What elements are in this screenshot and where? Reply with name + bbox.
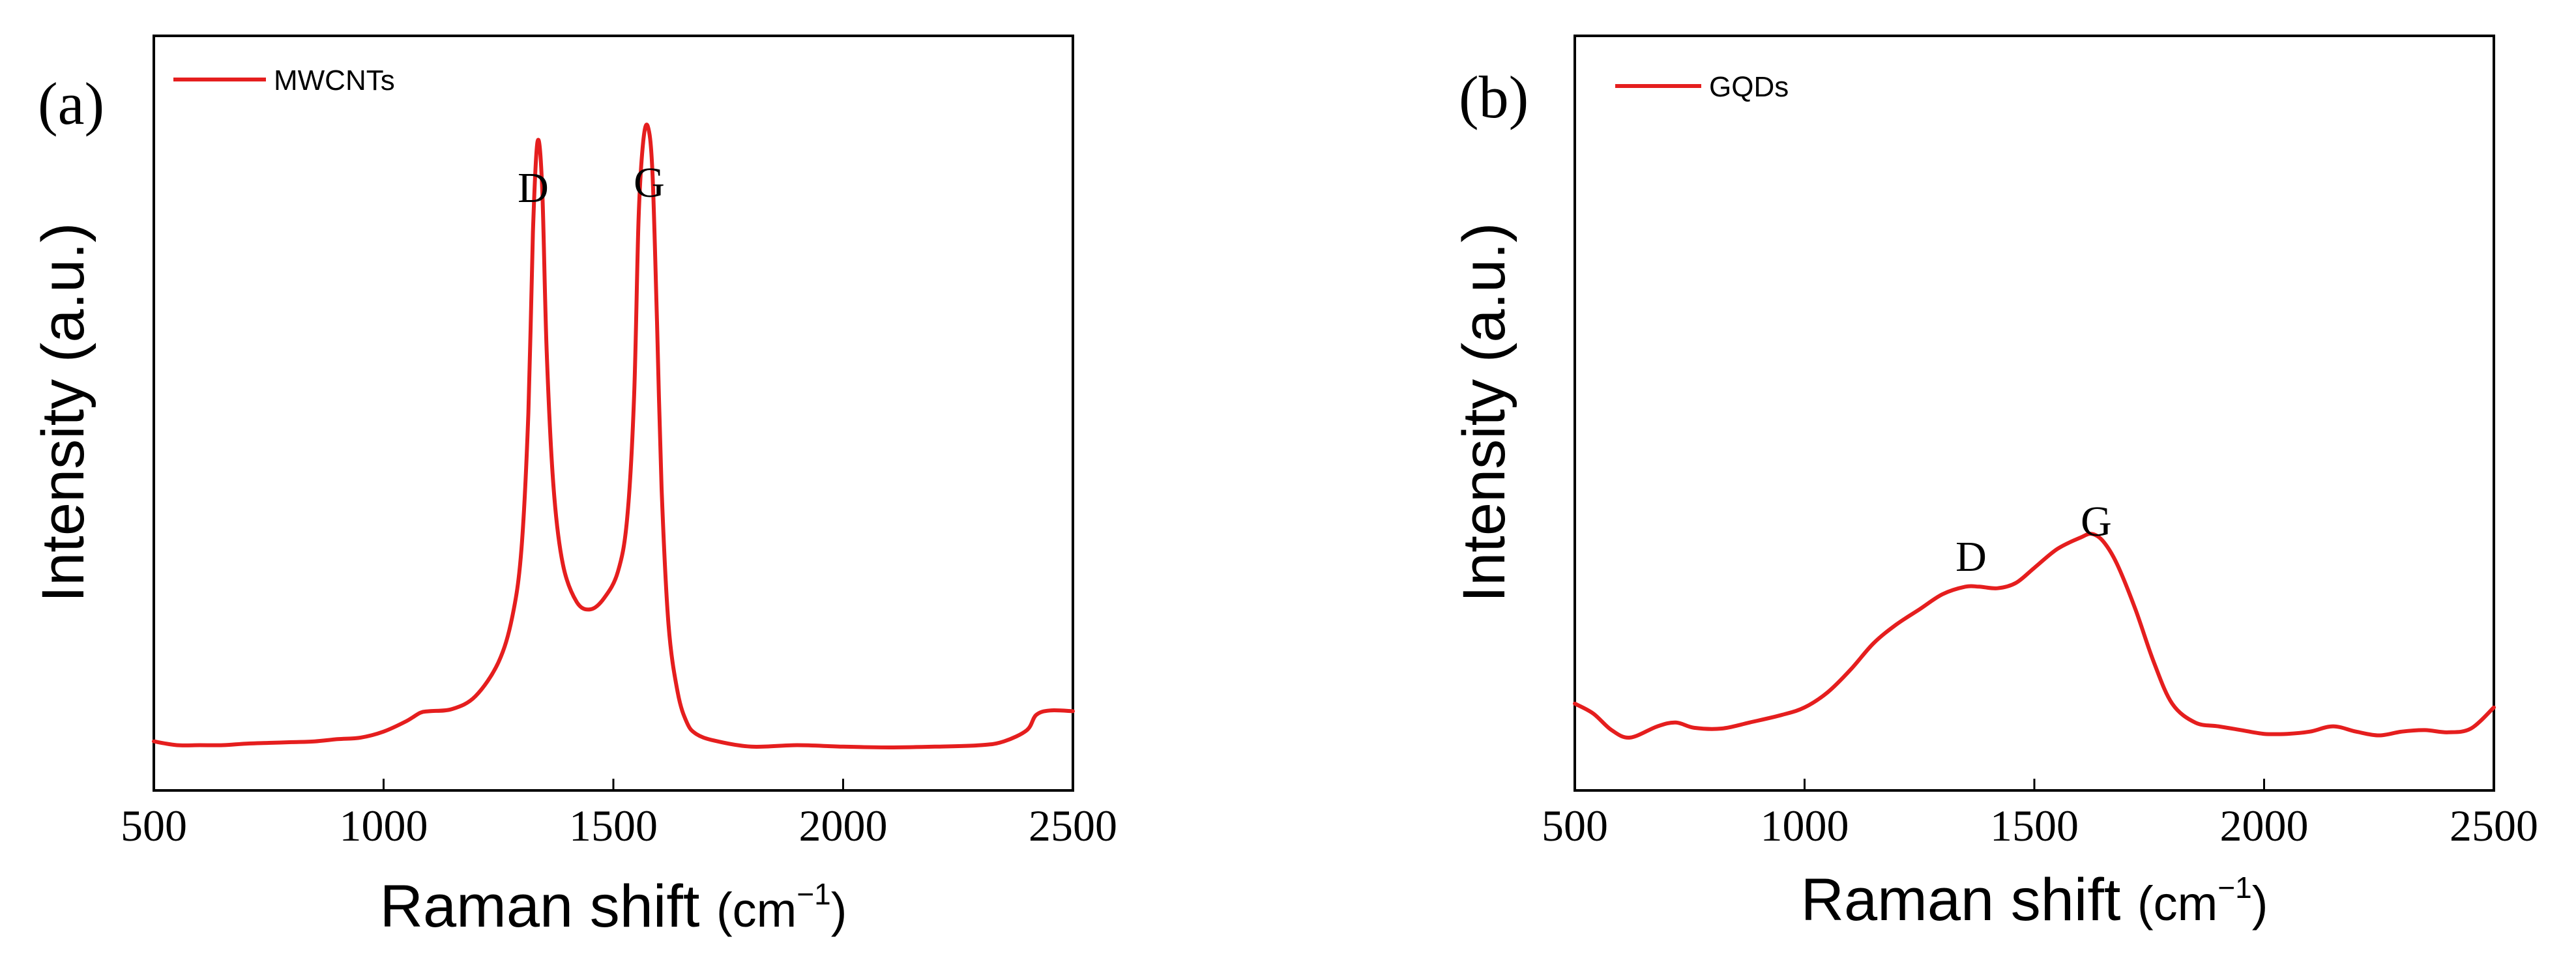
panel-a-x-tick-label: 2000 bbox=[799, 801, 888, 850]
panel-b-label: (b) bbox=[1459, 64, 1529, 130]
panel-b-x-tick-label: 500 bbox=[1542, 801, 1608, 850]
panel-b-peak-g-label: G bbox=[2081, 498, 2112, 545]
panel-b-plot-frame bbox=[1573, 35, 2495, 792]
panel-a-y-axis-title: Intensity (a.u.) bbox=[30, 223, 96, 603]
panel-a-label: (a) bbox=[38, 70, 104, 137]
panel-b-x-tick-label: 2500 bbox=[2450, 801, 2538, 850]
panel-b-x-ticks: 500 1000 1500 2000 2500 bbox=[1542, 801, 2538, 850]
panel-a-legend: MWCNTs bbox=[173, 65, 395, 96]
panel-b-x-tick-label: 2000 bbox=[2220, 801, 2309, 850]
panel-b-series-gqds-line bbox=[1573, 532, 2496, 740]
panel-a-x-ticks: 500 1000 1500 2000 2500 bbox=[121, 801, 1117, 850]
panel-a-legend-label: MWCNTs bbox=[274, 65, 395, 96]
panel-a-plot-frame bbox=[153, 35, 1074, 792]
panel-a-peak-g-label: G bbox=[634, 159, 665, 207]
panel-a-marks bbox=[152, 123, 1075, 790]
panel-a-x-tick-label: 1500 bbox=[569, 801, 658, 850]
panel-a-peak-d-label: D bbox=[518, 164, 549, 212]
panel-b-x-axis-title: Raman shift (cm−1) bbox=[1801, 867, 2268, 933]
panel-b: (b) GQDs D G 500 1000 1500 2000 2500 Ram… bbox=[1451, 35, 2538, 933]
panel-a-x-tick-label: 500 bbox=[121, 801, 187, 850]
panel-b-x-tick-label: 1000 bbox=[1761, 801, 1849, 850]
panel-b-marks bbox=[1573, 532, 2496, 790]
panel-b-legend: GQDs bbox=[1615, 71, 1789, 103]
panel-b-y-axis-title: Intensity (a.u.) bbox=[1451, 223, 1517, 603]
panel-a: (a) MWCNTs D G 500 1000 1500 2000 2500 R… bbox=[30, 35, 1117, 940]
panel-b-peak-d-label: D bbox=[1955, 533, 1987, 581]
panel-a-x-axis-title: Raman shift (cm−1) bbox=[380, 873, 847, 940]
panel-a-x-tick-label: 2500 bbox=[1029, 801, 1117, 850]
panel-b-legend-label: GQDs bbox=[1709, 71, 1789, 103]
panel-a-x-tick-label: 1000 bbox=[340, 801, 428, 850]
panel-a-series-mwcnts-line bbox=[152, 123, 1075, 749]
panel-b-x-tick-label: 1500 bbox=[1990, 801, 2079, 850]
